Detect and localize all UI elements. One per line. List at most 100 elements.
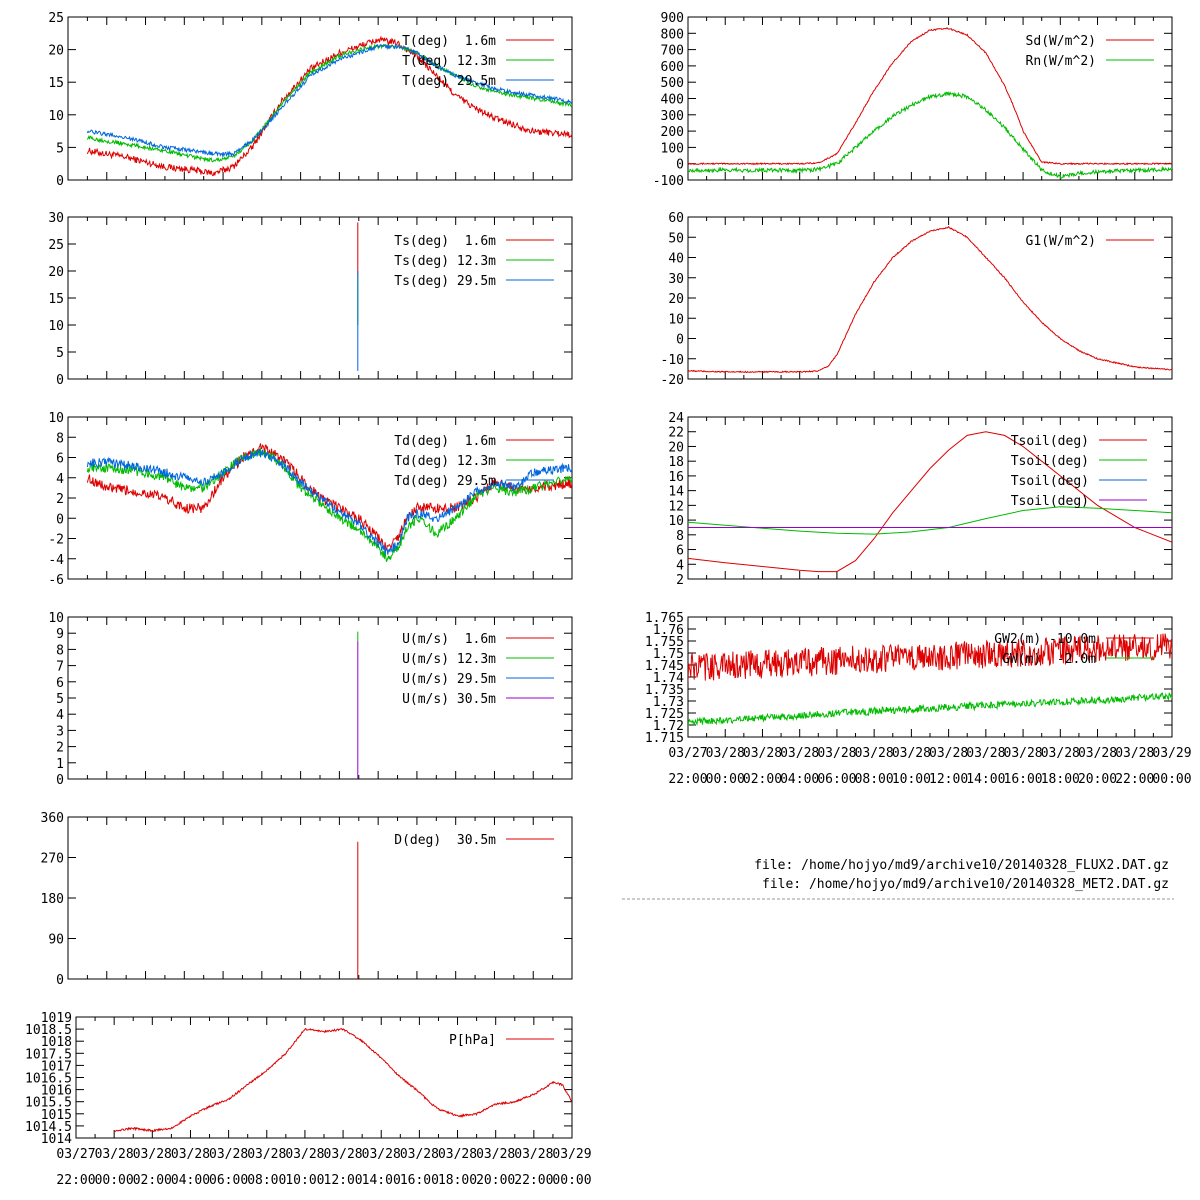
y-tick-label: 20 bbox=[668, 292, 684, 307]
legend-label: GW(m) -2.0m bbox=[1002, 652, 1096, 667]
panel-air-temperature: 0 5 10 15 20 25 T(deg) 1.6m T(deg) 12.3m T(deg) … bbox=[48, 11, 573, 189]
x-tick-label-date: 03/28 bbox=[209, 1147, 248, 1162]
y-tick-label: 15 bbox=[48, 292, 64, 307]
y-tick-label: 500 bbox=[661, 76, 684, 91]
y-tick-label: 2 bbox=[56, 492, 64, 507]
x-tick-label-time: 10:00 bbox=[285, 1173, 324, 1188]
y-tick-label: 1.72 bbox=[653, 719, 684, 734]
series-traces bbox=[688, 431, 1172, 573]
legend-label: Tsoil(deg) bbox=[1011, 494, 1089, 509]
legend-label: U(m/s) 12.3m bbox=[402, 652, 496, 667]
y-tick-label: 0 bbox=[56, 512, 64, 527]
series-traces bbox=[86, 35, 572, 177]
y-tick-label: 2 bbox=[56, 741, 64, 756]
y-tick-label: 700 bbox=[661, 44, 684, 59]
x-tick-label-date: 03/28 bbox=[1004, 746, 1043, 761]
y-tick-label: 0 bbox=[676, 158, 684, 173]
x-tick-label-time: 22:00 bbox=[56, 1173, 95, 1188]
legend-label: U(m/s) 29.5m bbox=[402, 672, 496, 687]
legend-label: Ts(deg) 1.6m bbox=[394, 234, 496, 249]
y-tick-label: 6 bbox=[676, 544, 684, 559]
x-tick-label-time: 12:00 bbox=[929, 772, 968, 787]
y-tick-label: -100 bbox=[653, 174, 684, 189]
y-tick-label: 0 bbox=[56, 174, 64, 189]
panel-ground-heat-flux: -20 -10 0 10 20 30 40 50 60 G1(W/m^2) bbox=[661, 211, 1173, 388]
legend-label: U(m/s) 30.5m bbox=[402, 692, 496, 707]
x-tick-label-date: 03/28 bbox=[817, 746, 856, 761]
legend-label: Ts(deg) 29.5m bbox=[394, 274, 496, 289]
x-tick-label-time: 06:00 bbox=[817, 772, 856, 787]
x-tick-label-time: 22:00 bbox=[1115, 772, 1154, 787]
x-tick-label-time: 00:00 bbox=[1152, 772, 1191, 787]
series-line-red bbox=[688, 225, 1172, 374]
legend-label: U(m/s) 1.6m bbox=[402, 632, 496, 647]
y-tick-label: 360 bbox=[41, 811, 64, 826]
x-tick-label-time: 04:00 bbox=[780, 772, 819, 787]
x-tick-label-date: 03/28 bbox=[171, 1147, 210, 1162]
y-tick-label: 270 bbox=[41, 852, 64, 867]
y-tick-label: 900 bbox=[661, 11, 684, 26]
x-tick-label-date: 03/27 bbox=[56, 1147, 95, 1162]
y-tick-label: 10 bbox=[48, 319, 64, 334]
x-tick-label-time: 22:00 bbox=[668, 772, 707, 787]
y-tick-label: 12 bbox=[668, 499, 684, 514]
plot-frame bbox=[67, 16, 573, 181]
y-tick-label: 1018 bbox=[41, 1035, 72, 1050]
series-line-red bbox=[113, 1027, 572, 1133]
y-tick-label: 1.74 bbox=[653, 671, 684, 686]
legend-label: T(deg) 12.3m bbox=[402, 54, 496, 69]
y-tick-label: 40 bbox=[668, 252, 684, 267]
y-tick-label: 4 bbox=[56, 472, 64, 487]
y-tick-label: 1016 bbox=[41, 1084, 72, 1099]
x-tick-label-time: 18:00 bbox=[1041, 772, 1080, 787]
plot-frame bbox=[687, 416, 1173, 580]
y-tick-label: 1017.5 bbox=[25, 1047, 72, 1062]
legend-label: Td(deg) 1.6m bbox=[394, 434, 496, 449]
x-tick-label-date: 03/28 bbox=[247, 1147, 286, 1162]
y-tick-label: -20 bbox=[661, 373, 684, 388]
series-traces bbox=[688, 633, 1172, 727]
y-tick-label: 0 bbox=[56, 773, 64, 788]
x-tick-label-time: 02:00 bbox=[133, 1173, 172, 1188]
panel-dewpoint-temperature: -6 -4 -2 0 2 4 6 8 10 Td(deg) 1.6m Td(deg) 12.3m Td… bbox=[48, 411, 573, 588]
y-tick-label: 30 bbox=[48, 211, 64, 226]
y-tick-label: 1015 bbox=[41, 1108, 72, 1123]
y-tick-label: 400 bbox=[661, 93, 684, 108]
x-tick-label-date: 03/28 bbox=[1078, 746, 1117, 761]
y-tick-label: 1.765 bbox=[645, 611, 684, 626]
y-tick-label: 16 bbox=[668, 470, 684, 485]
x-tick-label-date: 03/28 bbox=[285, 1147, 324, 1162]
x-tick-label-time: 08:00 bbox=[247, 1173, 286, 1188]
x-tick-label-time: 22:00 bbox=[514, 1173, 553, 1188]
y-tick-label: 20 bbox=[668, 440, 684, 455]
series-line-red bbox=[688, 27, 1172, 166]
legend-label: Tsoil(deg) bbox=[1011, 474, 1089, 489]
y-tick-label: 10 bbox=[668, 312, 684, 327]
y-tick-label: 1.725 bbox=[645, 707, 684, 722]
legend-label: Rn(W/m^2) bbox=[1026, 54, 1096, 69]
legend-label: T(deg) 29.5m bbox=[402, 74, 496, 89]
x-tick-label-date: 03/28 bbox=[892, 746, 931, 761]
y-tick-label: 25 bbox=[48, 238, 64, 253]
plot-frame bbox=[67, 216, 573, 380]
x-tick-label-date: 03/28 bbox=[706, 746, 745, 761]
y-tick-label: 1014 bbox=[41, 1132, 72, 1147]
y-tick-label: 4 bbox=[56, 708, 64, 723]
x-tick-label-date: 03/28 bbox=[324, 1147, 363, 1162]
y-tick-label: 20 bbox=[48, 44, 64, 59]
y-tick-label: 60 bbox=[668, 211, 684, 226]
y-tick-label: 8 bbox=[676, 529, 684, 544]
y-tick-label: 100 bbox=[661, 141, 684, 156]
x-tick-label-time: 12:00 bbox=[324, 1173, 363, 1188]
legend-label: Sd(W/m^2) bbox=[1026, 34, 1096, 49]
x-tick-label-time: 02:00 bbox=[743, 772, 782, 787]
y-tick-label: 1017 bbox=[41, 1059, 72, 1074]
legend-label: Td(deg) 12.3m bbox=[394, 454, 496, 469]
y-tick-label: -4 bbox=[48, 553, 64, 568]
series-line-green bbox=[688, 692, 1172, 727]
plot-frame bbox=[687, 16, 1173, 181]
x-tick-label-date: 03/28 bbox=[1041, 746, 1080, 761]
y-tick-label: 50 bbox=[668, 231, 684, 246]
legend-label: Tsoil(deg) bbox=[1011, 454, 1089, 469]
